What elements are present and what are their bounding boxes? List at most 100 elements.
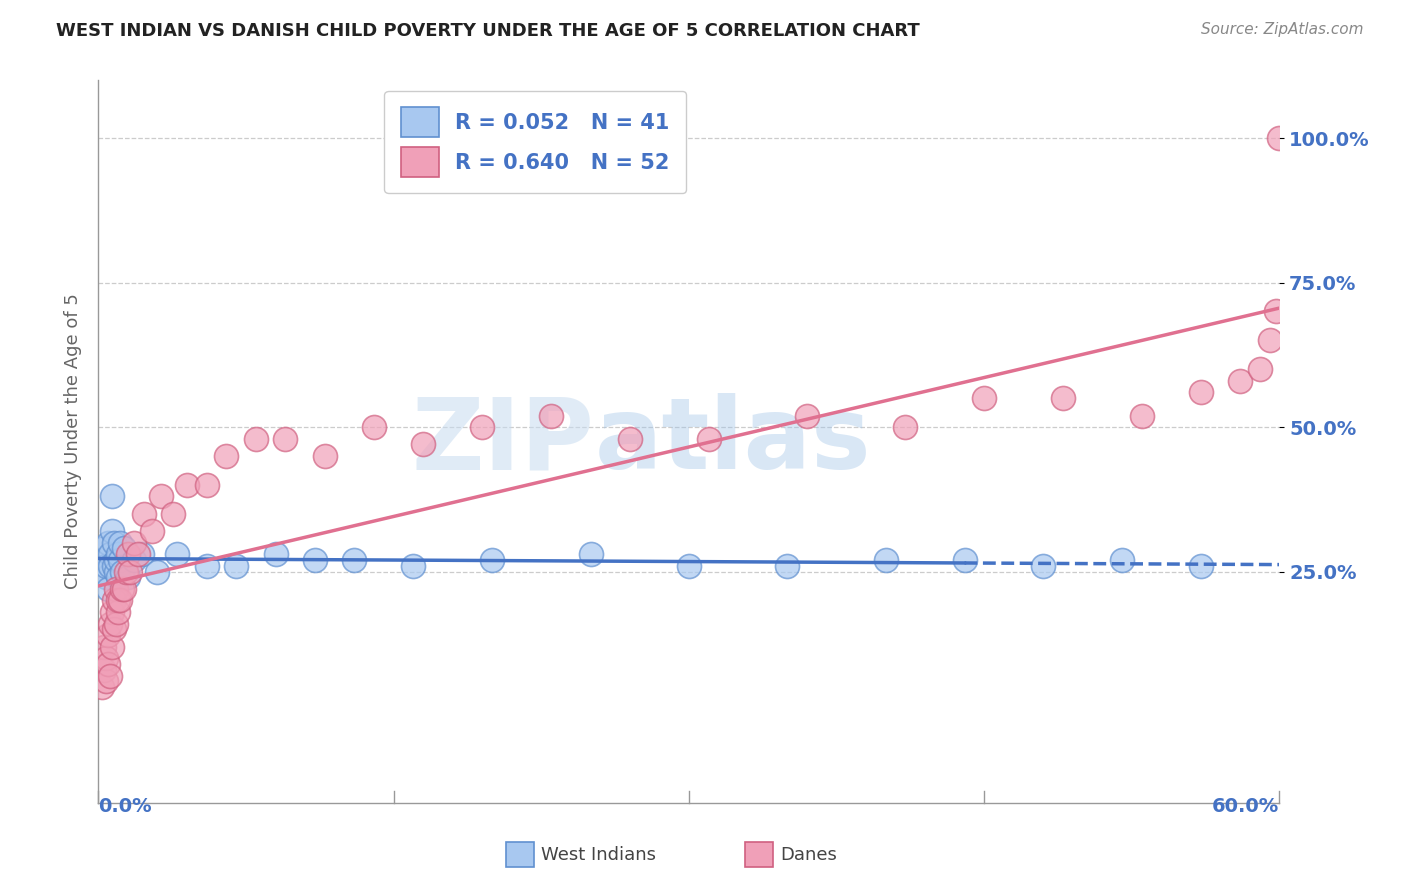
Point: [1111, 553, 1133, 567]
Point: [103, 623, 125, 637]
Point: [107, 570, 129, 584]
Point: [122, 553, 145, 567]
Legend: R = 0.052   N = 41, R = 0.640   N = 52: R = 0.052 N = 41, R = 0.640 N = 52: [384, 91, 686, 194]
Point: [97, 535, 120, 549]
Point: [98, 668, 121, 682]
Point: [343, 553, 366, 567]
Point: [97, 628, 120, 642]
Point: [97, 582, 120, 596]
Point: [108, 553, 131, 567]
Point: [112, 541, 135, 556]
Text: Danes: Danes: [780, 846, 837, 863]
Point: [1229, 374, 1251, 388]
Point: [118, 565, 141, 579]
Point: [101, 524, 124, 538]
Point: [101, 490, 124, 504]
Point: [150, 490, 173, 504]
Point: [776, 558, 799, 573]
Point: [96, 674, 118, 689]
Point: [363, 420, 385, 434]
Point: [1130, 409, 1153, 423]
Point: [973, 391, 995, 405]
Point: [93, 541, 115, 556]
Point: [162, 507, 184, 521]
Point: [105, 565, 128, 579]
Point: [678, 558, 700, 573]
Point: [1268, 131, 1291, 145]
Point: [304, 553, 326, 567]
Point: [195, 478, 218, 492]
Point: [245, 432, 267, 446]
Point: [481, 553, 503, 567]
Text: 0.0%: 0.0%: [98, 797, 152, 816]
Point: [91, 680, 114, 694]
Point: [953, 553, 976, 567]
Point: [115, 565, 138, 579]
Text: West Indians: West Indians: [541, 846, 657, 863]
Point: [101, 640, 124, 654]
Text: WEST INDIAN VS DANISH CHILD POVERTY UNDER THE AGE OF 5 CORRELATION CHART: WEST INDIAN VS DANISH CHILD POVERTY UNDE…: [56, 22, 920, 40]
Point: [91, 553, 114, 567]
Point: [96, 651, 118, 665]
Point: [98, 616, 121, 631]
Point: [96, 558, 118, 573]
Point: [697, 432, 720, 446]
Point: [176, 478, 198, 492]
Point: [112, 582, 135, 596]
Point: [108, 593, 131, 607]
Point: [127, 547, 149, 561]
Point: [108, 535, 131, 549]
Point: [412, 437, 434, 451]
Point: [117, 570, 139, 584]
Point: [166, 547, 188, 561]
Point: [1032, 558, 1054, 573]
Point: [1189, 385, 1212, 400]
Point: [93, 663, 115, 677]
Point: [97, 657, 120, 671]
Y-axis label: Child Poverty Under the Age of 5: Child Poverty Under the Age of 5: [63, 293, 82, 590]
Point: [1249, 362, 1271, 376]
Point: [93, 640, 115, 654]
Point: [96, 570, 118, 584]
Point: [796, 409, 818, 423]
Text: ZIP: ZIP: [412, 393, 595, 490]
Point: [98, 547, 121, 561]
Point: [195, 558, 218, 573]
Point: [111, 565, 134, 579]
Point: [471, 420, 494, 434]
Point: [103, 593, 125, 607]
Point: [117, 547, 139, 561]
Point: [141, 524, 163, 538]
Point: [93, 565, 115, 579]
Point: [314, 449, 336, 463]
Point: [146, 565, 169, 579]
Point: [122, 535, 145, 549]
Point: [107, 593, 129, 607]
Point: [101, 605, 124, 619]
Point: [875, 553, 897, 567]
Text: 60.0%: 60.0%: [1212, 797, 1279, 816]
Point: [402, 558, 425, 573]
Point: [894, 420, 917, 434]
Point: [103, 558, 125, 573]
Point: [579, 547, 602, 561]
Point: [1189, 558, 1212, 573]
Point: [1258, 334, 1281, 348]
Point: [1052, 391, 1074, 405]
Point: [105, 582, 128, 596]
Text: Source: ZipAtlas.com: Source: ZipAtlas.com: [1201, 22, 1364, 37]
Point: [107, 605, 129, 619]
Point: [1264, 304, 1286, 318]
Point: [225, 558, 247, 573]
Text: atlas: atlas: [595, 393, 872, 490]
Point: [264, 547, 287, 561]
Point: [103, 535, 125, 549]
Point: [98, 558, 121, 573]
Point: [215, 449, 238, 463]
Point: [274, 432, 297, 446]
Point: [111, 582, 134, 596]
Point: [105, 616, 128, 631]
Point: [105, 553, 128, 567]
Point: [619, 432, 641, 446]
Point: [540, 409, 562, 423]
